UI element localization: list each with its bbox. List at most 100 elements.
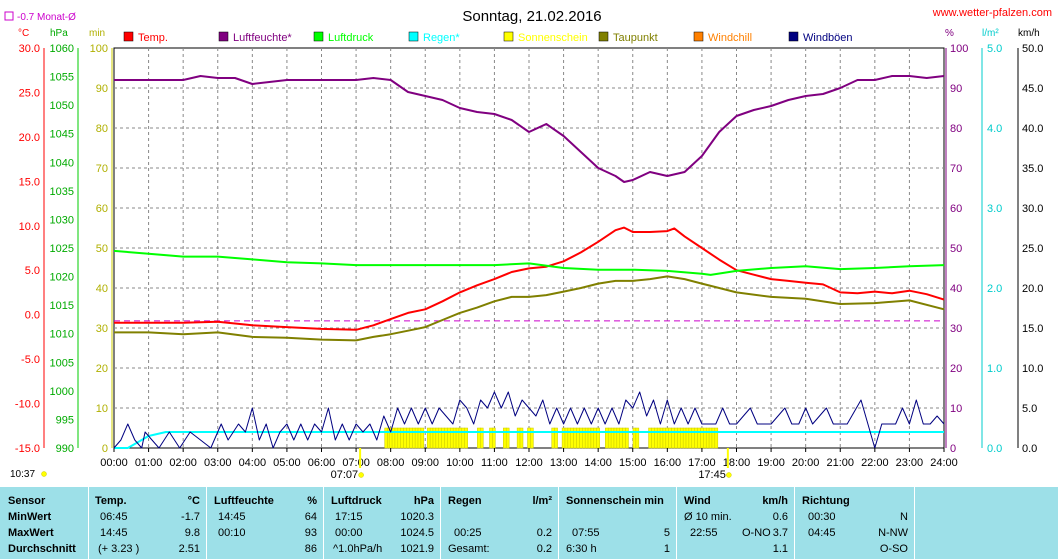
temp-unit: °C [18, 28, 29, 39]
wind-max-time: 22:55 [690, 527, 718, 539]
sunmin-tick-label: 0 [102, 443, 108, 455]
sunmin-tick-label: 40 [96, 283, 108, 295]
summary-col-direction: Richtung 00:30 N 04:45 N-NW O-SO [794, 487, 915, 559]
month-avg-marker-icon [4, 11, 14, 21]
press-max-value: 1024.5 [400, 527, 434, 539]
legend-label-temp: Temp. [138, 32, 168, 44]
wind-max-direction: O-NO [742, 527, 771, 539]
press-min-time: 17:15 [335, 511, 363, 523]
summary-col-humidity: Luftfeuchte % 14:45 64 00:10 93 86 [206, 487, 324, 559]
header-wind: Wind [684, 495, 711, 507]
sunmin-tick-label: 20 [96, 363, 108, 375]
row-label-avg: Durchschnitt [8, 543, 76, 555]
sunshine-bar [492, 427, 496, 449]
humidity-tick-label: 100 [950, 43, 968, 55]
humidity-unit: % [945, 28, 954, 39]
rain-tick-label: 1.0 [987, 363, 1002, 375]
pressure-tick-label: 1035 [50, 186, 74, 198]
sunmin-tick-label: 10 [96, 403, 108, 415]
summary-table: Sensor MinWert MaxWert Durchschnitt Temp… [0, 487, 1058, 559]
wind-tick-label: 45.0 [1022, 83, 1043, 95]
temp-tick-label: -10.0 [15, 399, 40, 411]
legend-label-taupunkt: Taupunkt [613, 32, 658, 44]
dir-time-1: 00:30 [808, 511, 836, 523]
sunshine-bar [554, 427, 558, 449]
legend-swatch-luftdruck [313, 31, 324, 42]
dir-time-2: 04:45 [808, 527, 836, 539]
row-label-max: MaxWert [8, 527, 54, 539]
series-line-windb-en [113, 391, 945, 449]
x-tick-label: 18:00 [723, 457, 751, 469]
humidity-tick-label: 70 [950, 163, 962, 175]
rain-total-value: 0.2 [536, 543, 552, 555]
legend-swatch-luftfeuchte [218, 31, 229, 42]
pressure-tick-label: 1015 [50, 300, 74, 312]
temp-min-time: 06:45 [100, 511, 128, 523]
sunrise-icon [358, 472, 364, 478]
dir-value-1: N [900, 511, 908, 523]
wind-min-label: Ø 10 min. [684, 511, 732, 523]
press-max-time: 00:00 [335, 527, 363, 539]
temp-tick-label: 5.0 [25, 265, 40, 277]
sunshine-bar [479, 427, 484, 449]
sunshine-bar [530, 427, 534, 449]
header-pressure-unit: hPa [413, 495, 434, 507]
wind-tick-label: 25.0 [1022, 243, 1043, 255]
temp-min-value: -1.7 [181, 511, 200, 523]
wind-unit: km/h [1018, 28, 1040, 39]
rain-tick-label: 2.0 [987, 283, 1002, 295]
legend-swatch-windb-en [788, 31, 799, 42]
sunmin-tick-label: 90 [96, 83, 108, 95]
wind-tick-label: 40.0 [1022, 123, 1043, 135]
sunmin-tick-label: 80 [96, 123, 108, 135]
wind-tick-label: 20.0 [1022, 283, 1043, 295]
pressure-tick-label: 1010 [50, 329, 74, 341]
x-tick-label: 06:00 [308, 457, 336, 469]
series-line-luftfeuchte [114, 75, 945, 183]
x-tick-label: 03:00 [204, 457, 232, 469]
humidity-tick-label: 40 [950, 283, 962, 295]
axes: 30.0 25.0 20.0 15.0 10.0 5.0 0.0 -5.0 -10.0 -15.0… [15, 43, 1044, 455]
header-direction: Richtung [802, 495, 850, 507]
x-tick-label: 13:00 [550, 457, 578, 469]
legend-swatch-taupunkt [598, 31, 609, 42]
x-tick-label: 15:00 [619, 457, 647, 469]
header-sensor: Sensor [8, 495, 46, 507]
summary-col-sensor: Sensor MinWert MaxWert Durchschnitt [0, 487, 89, 559]
sunmin-unit: min [89, 28, 105, 39]
x-tick-label: 24:00 [930, 457, 958, 469]
pressure-tick-label: 1000 [50, 386, 74, 398]
rain-max-time: 00:25 [454, 527, 482, 539]
legend-swatch-regen [408, 31, 419, 42]
series-lines [113, 75, 945, 449]
summary-col-temp: Temp. °C 06:45 -1.7 14:45 9.8 (+ 3.23 ) … [88, 487, 207, 559]
pressure-tick-label: 1030 [50, 214, 74, 226]
pressure-tick-label: 1060 [50, 43, 74, 55]
pressure-tick-label: 1050 [50, 100, 74, 112]
sunmin-tick-label: 30 [96, 323, 108, 335]
pressure-tick-label: 1040 [50, 157, 74, 169]
hum-avg-value: 86 [304, 543, 317, 555]
pressure-tick-label: 990 [56, 443, 74, 455]
row-label-min: MinWert [8, 511, 52, 523]
rain-tick-label: 3.0 [987, 203, 1002, 215]
wind-tick-label: 10.0 [1022, 363, 1043, 375]
legend-swatch-windchill [693, 31, 704, 42]
sunshine-bar [505, 427, 510, 449]
header-rain-unit: l/m² [532, 495, 552, 507]
dir-value-2: N-NW [878, 527, 908, 539]
dir-value-3: O-SO [879, 543, 908, 555]
x-tick-label: 01:00 [135, 457, 163, 469]
sunshine-bar [625, 427, 629, 449]
header-humidity: Luftfeuchte [214, 495, 274, 507]
humidity-tick-label: 90 [950, 83, 962, 95]
x-tick-label: 11:00 [481, 457, 508, 469]
legend-label-windchill: Windchill [708, 32, 752, 44]
source-label[interactable]: www.wetter-pfalzen.com [932, 7, 1052, 19]
humidity-tick-label: 0 [950, 443, 956, 455]
sunmin-tick-label: 60 [96, 203, 108, 215]
pressure-tick-label: 1045 [50, 129, 74, 141]
legend-label-windb-en: Windböen [803, 32, 853, 44]
hum-min-time: 14:45 [218, 511, 246, 523]
pressure-unit: hPa [50, 28, 68, 39]
